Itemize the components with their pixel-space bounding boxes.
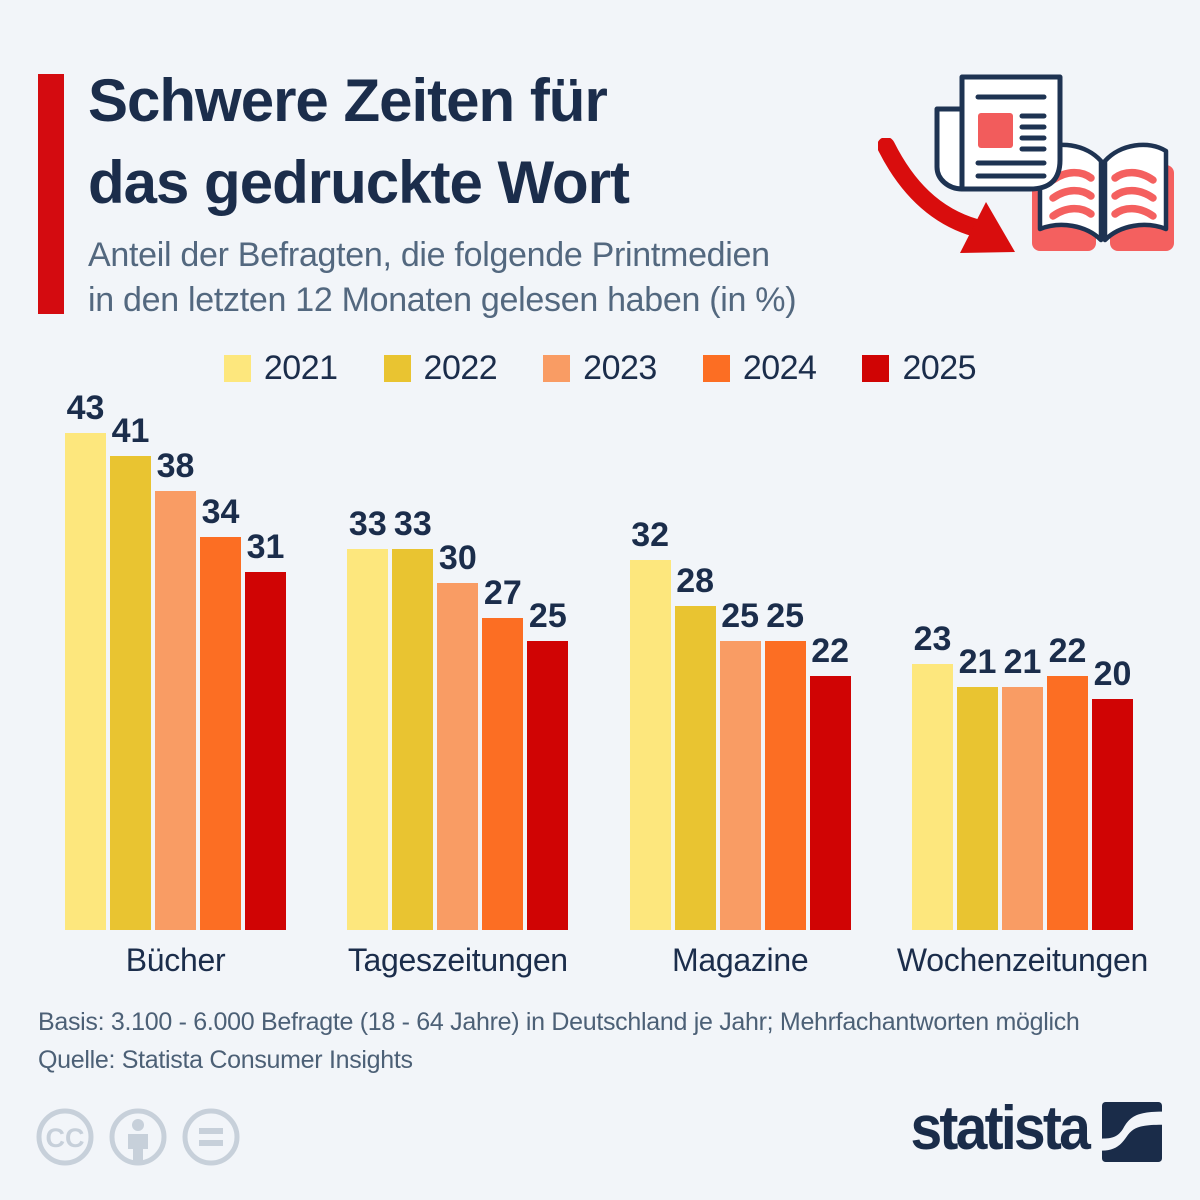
bar-value-label: 33 [393, 505, 432, 543]
legend-label: 2022 [423, 349, 498, 387]
category-group-magazine: 32 28 25 25 22 Magazine [629, 516, 851, 978]
bar-value-label: 32 [631, 516, 670, 554]
bar-2025: 31 [245, 528, 286, 930]
chart-subtitle: Anteil der Befragten, die folgende Print… [88, 233, 797, 323]
legend-label: 2025 [902, 349, 977, 387]
statista-logo-mark-icon [1102, 1102, 1162, 1162]
footer-basis: Basis: 3.100 - 6.000 Befragte (18 - 64 J… [38, 1008, 1080, 1036]
legend-swatch-icon [862, 355, 890, 382]
legend-item-2023: 2023 [543, 349, 657, 388]
category-label: Wochenzeitungen [896, 942, 1149, 978]
chart-legend: 2021 2022 2023 2024 2025 [0, 349, 1200, 388]
bar-2022: 41 [110, 412, 151, 930]
bar-2025: 20 [1091, 655, 1133, 930]
page-title: Schwere Zeiten für das gedruckte Wort [88, 60, 630, 223]
header-illustration [878, 56, 1178, 260]
legend-swatch-icon [702, 355, 730, 382]
bar-value-label: 31 [246, 528, 285, 566]
bar-value-label: 33 [348, 505, 387, 543]
subtitle-line-2: in den letzten 12 Monaten gelesen haben … [88, 281, 797, 320]
bar-value-label: 21 [1003, 643, 1042, 681]
subtitle-line-1: Anteil der Befragten, die folgende Print… [88, 236, 770, 274]
bar-value-label: 22 [811, 632, 850, 670]
statista-logo-text: statista [910, 1094, 1090, 1163]
bar-2022: 21 [956, 643, 998, 930]
cc-license-badges: CC [36, 1108, 240, 1166]
category-label: Tageszeitungen [347, 942, 568, 978]
cc-by-person-icon [109, 1108, 167, 1166]
category-label: Magazine [671, 942, 809, 978]
bar-2023: 21 [1001, 643, 1043, 930]
bar-2023: 25 [719, 597, 761, 930]
footer-source: Quelle: Statista Consumer Insights [38, 1045, 413, 1074]
legend-swatch-icon [383, 355, 411, 382]
bar-2023: 30 [437, 539, 479, 930]
legend-label: 2023 [583, 349, 657, 387]
open-book-icon [1032, 142, 1174, 251]
title-accent-bar [38, 74, 64, 314]
bar-value-label: 41 [111, 412, 150, 450]
cc-icon: CC [36, 1108, 94, 1166]
bar-value-label: 21 [958, 643, 997, 681]
bar-value-label: 38 [156, 447, 195, 485]
cc-nd-equals-icon [182, 1108, 240, 1166]
bar-chart: 43 41 38 34 31 Bücher 33 33 30 27 25 Tageszeitungen… [65, 389, 1148, 978]
bar-value-label: 25 [528, 597, 567, 635]
category-label: Bücher [125, 942, 226, 978]
statista-logo: statista [895, 1098, 1162, 1162]
bar-value-label: 28 [676, 562, 715, 600]
bar-2021: 33 [347, 505, 389, 930]
bar-2023: 38 [155, 447, 196, 930]
legend-swatch-icon [543, 355, 571, 382]
bar-2022: 28 [674, 562, 716, 930]
legend-item-2022: 2022 [383, 349, 498, 388]
bar-value-label: 34 [201, 493, 240, 531]
newspaper-icon [934, 74, 1063, 192]
legend-item-2021: 2021 [223, 349, 338, 388]
bar-2021: 23 [911, 620, 953, 930]
legend-swatch-icon [223, 355, 251, 382]
footer-notes: Basis: 3.100 - 6.000 Befragte (18 - 64 J… [38, 1004, 1170, 1079]
bar-2021: 43 [65, 389, 106, 930]
bar-value-label: 30 [438, 539, 477, 577]
bar-value-label: 25 [721, 597, 760, 635]
bar-2022: 33 [392, 505, 434, 930]
bar-value-label: 23 [913, 620, 952, 658]
title-line-1: Schwere Zeiten für [88, 67, 608, 134]
bar-value-label: 27 [483, 574, 522, 612]
legend-label: 2024 [742, 349, 817, 387]
svg-text:CC: CC [46, 1123, 85, 1153]
legend-item-2025: 2025 [862, 349, 977, 388]
bar-2021: 32 [629, 516, 671, 930]
downward-trend-arrow-icon [878, 138, 1015, 253]
legend-item-2024: 2024 [702, 349, 817, 388]
bar-2025: 22 [809, 632, 851, 930]
bar-value-label: 43 [66, 389, 105, 427]
bar-2024: 34 [200, 493, 241, 930]
category-group-wochenzeitungen: 23 21 21 22 20 Wochenzeitungen [897, 620, 1148, 978]
category-group-tageszeitungen: 33 33 30 27 25 Tageszeitungen [347, 505, 569, 978]
legend-label: 2021 [263, 349, 338, 387]
bar-2024: 22 [1046, 632, 1088, 930]
bar-2025: 25 [527, 597, 569, 930]
bar-value-label: 25 [766, 597, 805, 635]
bar-2024: 27 [482, 574, 524, 930]
category-group-bücher: 43 41 38 34 31 Bücher [65, 389, 286, 978]
bar-2024: 25 [764, 597, 806, 930]
bar-value-label: 22 [1048, 632, 1087, 670]
bar-value-label: 20 [1093, 655, 1132, 693]
title-line-2: das gedruckte Wort [88, 148, 630, 216]
